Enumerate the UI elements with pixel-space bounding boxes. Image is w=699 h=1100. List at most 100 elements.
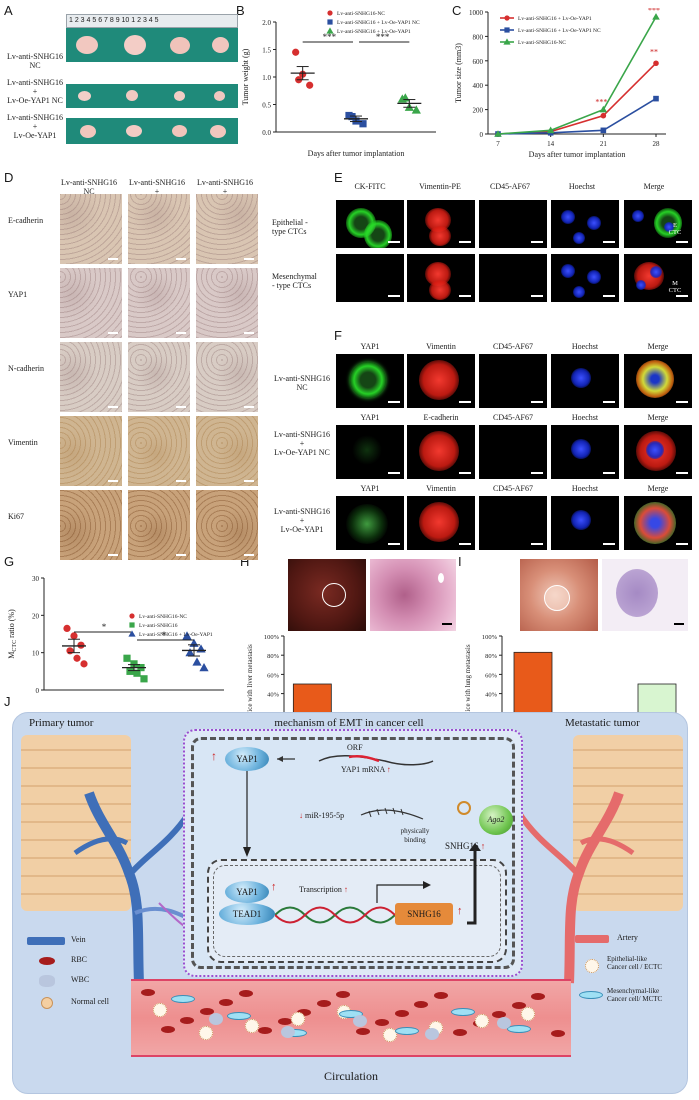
ihc-image xyxy=(60,490,122,560)
y-tick-label: 20 xyxy=(32,612,40,620)
cell-signal xyxy=(636,360,674,398)
scale-bar xyxy=(244,258,254,260)
y-tick-label: 30 xyxy=(32,575,40,583)
scale-bar xyxy=(459,241,471,243)
legend-normal-swatch xyxy=(41,997,53,1009)
scale-bar xyxy=(388,241,400,243)
ihc-row-label: N-cadherin xyxy=(8,364,44,373)
cell-signal xyxy=(664,222,674,232)
tumor xyxy=(124,35,146,55)
ihc-image xyxy=(196,490,258,560)
legend-rbc: RBC xyxy=(71,955,88,964)
legend-label: Lv-anti-SNHG16 + Lv-Oe-YAP1 NC xyxy=(518,28,601,34)
legend-mctc-swatch xyxy=(579,991,603,999)
up-arrow: ↑ xyxy=(211,749,217,763)
rbc-cell xyxy=(297,1009,311,1016)
tumor-row-3 xyxy=(66,118,238,144)
scale-bar xyxy=(244,332,254,334)
scale-bar xyxy=(603,295,615,297)
cell-signal xyxy=(419,502,459,542)
y-axis-label: %Mice with lung metastasis xyxy=(464,644,472,723)
circulation-label: Circulation xyxy=(324,1069,378,1083)
legend-ectc-swatch xyxy=(585,959,599,973)
yap1-box-label: YAP1 xyxy=(236,887,258,897)
ihc-image xyxy=(128,416,190,486)
panel-label-e: E xyxy=(334,170,343,185)
fluorescence-column-label: Hoechst xyxy=(571,413,599,422)
data-point xyxy=(494,130,502,137)
tumor xyxy=(126,125,142,137)
fluorescence-image xyxy=(551,254,619,302)
significance-label: *** xyxy=(595,98,607,107)
data-point xyxy=(133,669,141,677)
ihc-image xyxy=(196,342,258,412)
row-label-a3: Lv-anti-SNHG16 + Lv-Oe-YAP1 xyxy=(7,113,63,140)
scale-bar xyxy=(176,258,186,260)
cell-signal xyxy=(587,270,601,284)
yap1-nuclear: YAP1 xyxy=(225,881,269,903)
rbc-cell xyxy=(453,1029,467,1036)
fluorescence-image xyxy=(624,354,692,408)
y-tick-label: 80% xyxy=(267,653,280,660)
tumor-row-1 xyxy=(66,28,238,62)
cell-signal xyxy=(352,435,382,465)
legend-label: Lv-anti-SNHG16 + Lv-Oe-YAP1 xyxy=(337,29,411,35)
rbc-cell xyxy=(355,1028,370,1035)
data-point xyxy=(77,641,85,649)
mctc-cell xyxy=(227,1012,251,1020)
legend-label: Lv-anti-SNHG16 + Lv-Oe-YAP1 xyxy=(139,632,213,638)
fluorescence-image xyxy=(407,200,475,248)
row-label-e1: Epithelial - type CTCs xyxy=(272,218,308,236)
legend-marker xyxy=(504,15,510,21)
fluorescence-image xyxy=(336,254,404,302)
scale-bar xyxy=(531,401,543,403)
significance-label: *** xyxy=(648,8,660,15)
rbc-cell xyxy=(316,1000,331,1007)
scale-bar xyxy=(388,401,400,403)
fluorescence-image xyxy=(407,354,475,408)
ihc-row-label: Vimentin xyxy=(8,438,38,447)
tead1-label: TEAD1 xyxy=(232,909,262,919)
metastasis-circle xyxy=(322,583,346,607)
fluorescence-column-label: CD45-AF67 xyxy=(492,342,533,351)
rbc-cell xyxy=(258,1027,272,1034)
y-tick-label: 1.0 xyxy=(262,74,271,82)
up-arrow: ↑ xyxy=(457,905,463,917)
tumor xyxy=(126,90,138,101)
y-tick-label: 100% xyxy=(264,634,280,641)
y-tick-label: 10 xyxy=(32,650,40,658)
ruler: 1 2 3 4 5 6 7 8 9 10 1 2 3 4 5 xyxy=(66,14,238,28)
fluorescence-image xyxy=(336,200,404,248)
panel-label-h: H xyxy=(240,554,250,569)
nucleus-inner xyxy=(213,865,501,957)
scale-bar xyxy=(676,295,688,297)
x-axis-label: Days after tumor implantation xyxy=(529,150,626,159)
scale-bar xyxy=(674,623,684,625)
chart-g: 0 10 20 30 MCTC ratio (%) * * Lv-anti-SNHG16-NC… xyxy=(7,575,224,695)
legend-label: Lv-anti-SNHG16-NC xyxy=(337,11,385,17)
legend-marker xyxy=(504,27,510,33)
y-axis-label: Tumor weight (g) xyxy=(241,48,250,105)
col-label-e1: CK-FITC xyxy=(354,182,386,191)
y-tick-label: 600 xyxy=(473,58,484,66)
ihc-row-label: E-cadherin xyxy=(8,216,44,225)
yap1-mrna-label: YAP1 mRNA ↑ xyxy=(341,765,391,774)
panel-label-c: C xyxy=(452,3,462,18)
cell-signal xyxy=(561,210,575,224)
data-point xyxy=(63,624,71,632)
mir-label: ↓ miR-195-5p xyxy=(299,811,345,820)
scale-bar xyxy=(603,543,615,545)
scale-bar xyxy=(244,554,254,556)
col-label-e5: Merge xyxy=(643,182,665,191)
cell-signal xyxy=(573,286,585,298)
scale-bar xyxy=(108,554,118,556)
scale-bar xyxy=(108,406,118,408)
scale-bar xyxy=(244,480,254,482)
rbc-cell xyxy=(180,1017,194,1024)
wbc-cell xyxy=(281,1026,295,1038)
row-label-e2: Mesenchymal - type CTCs xyxy=(272,272,317,290)
panel-e: CK-FITC Vimentin-PE CD45-AF67 Hoechst Me… xyxy=(336,182,698,328)
up-arrow: ↑ xyxy=(271,881,277,893)
tumor xyxy=(212,37,229,53)
rbc-cell xyxy=(199,1008,214,1015)
